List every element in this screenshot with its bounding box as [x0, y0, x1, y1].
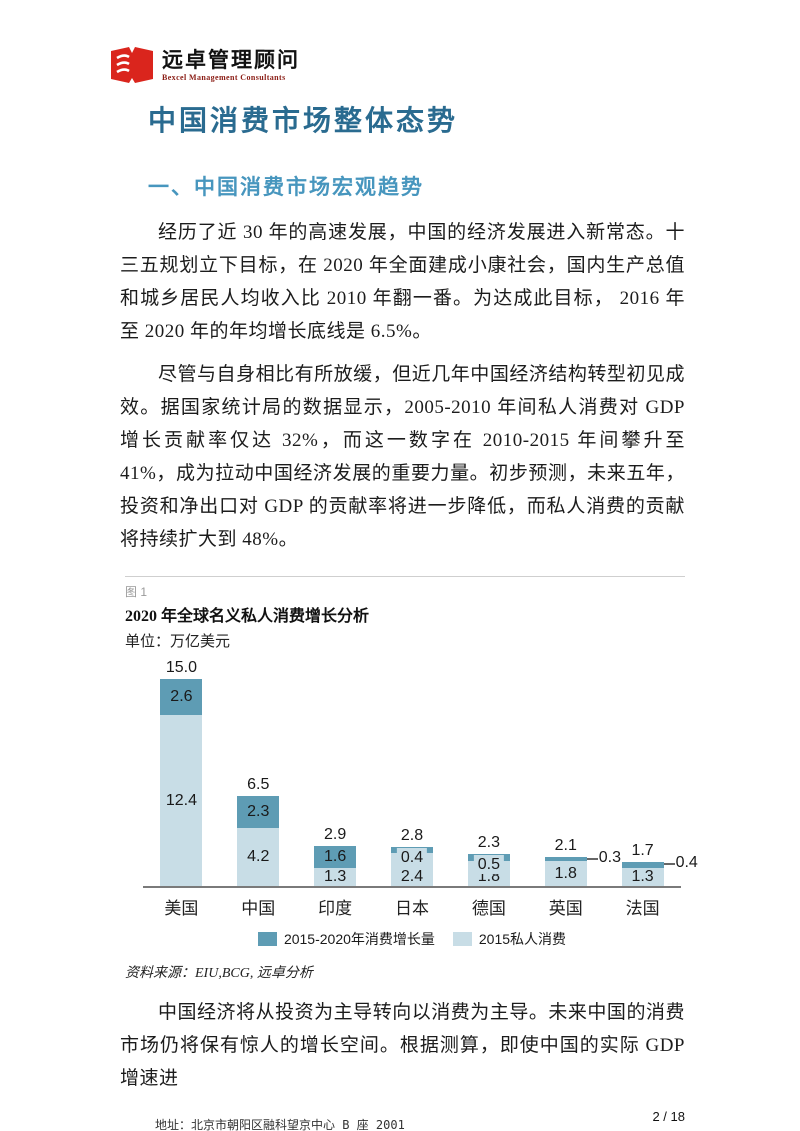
figure-title: 2020 年全球名义私人消费增长分析 — [125, 608, 370, 625]
figure-number-label: 图 1 — [125, 585, 148, 599]
bar-total-label: 6.5 — [247, 776, 270, 793]
growth-value-label: 0.4 — [675, 854, 698, 871]
section-heading: 一、中国消费市场宏观趋势 — [148, 175, 424, 199]
body-text-2: 中国经济将从投资为主导转向以消费为主导。未来中国的消费市场仍将保有惊人的增长空间… — [120, 996, 685, 1095]
growth-segment — [544, 857, 587, 861]
consumption-segment: 12.4 — [160, 715, 203, 886]
label-leader-line — [663, 863, 675, 865]
stacked-bar-chart: 15.0 2.6 12.4 6.5 2.3 4.2 2.9 1.6 1.3 2.8 0.4 2.4 2.… — [125, 659, 698, 949]
growth-segment — [621, 862, 664, 868]
growth-value-label: 0.4 — [396, 848, 428, 867]
consumption-value-label: 2.4 — [400, 868, 424, 885]
consumption-value-label: 1.3 — [631, 868, 654, 885]
growth-value-label: 2.3 — [247, 803, 270, 820]
legend-item-growth: 2015-2020年消费增长量 — [257, 929, 435, 949]
page-footer: 地址：北京市朝阳区融科望京中心 B 座 2001 电话：86-10-628002… — [155, 1109, 685, 1131]
growth-value-label: 0.3 — [598, 849, 621, 866]
stacked-bar: 2.9 1.6 1.3 — [314, 826, 357, 886]
growth-value-label: 2.6 — [170, 688, 193, 705]
consumption-segment: 1.3 — [314, 868, 357, 886]
paragraph-1: 经历了近 30 年的高速发展，中国的经济发展进入新常态。十三五规划立下目标，在 … — [120, 222, 685, 342]
data-source-note: 资料来源：EIU,BCG, 远卓分析 — [125, 966, 313, 981]
consumption-value-label: 4.2 — [247, 848, 270, 865]
brand-text: 远卓管理顾问 Bexcel Management Consultants — [162, 48, 300, 83]
legend-item-consumption: 2015私人消费 — [452, 929, 567, 949]
growth-value-label: 1.6 — [324, 848, 347, 865]
consumption-segment: 1.3 — [621, 868, 664, 886]
bar-total-label: 2.9 — [324, 826, 347, 843]
consumption-value-label: 1.8 — [554, 864, 577, 882]
bar-total-label: 2.1 — [554, 837, 577, 854]
consumption-value-label: 12.4 — [165, 791, 197, 809]
stacked-bar: 1.7 0.4 1.3 — [621, 842, 698, 886]
bar-total-label: 15.0 — [165, 659, 197, 676]
chart-legend: 2015-2020年消费增长量 2015私人消费 — [143, 929, 681, 949]
stacked-bar: 2.3 0.5 1.8 — [467, 834, 510, 886]
bar-category-label: 日本 — [395, 899, 429, 918]
bar-total-label: 2.8 — [400, 827, 424, 844]
bar-category-label: 英国 — [548, 899, 583, 918]
legend-label-growth: 2015-2020年消费增长量 — [283, 931, 435, 947]
bar-column: 15.0 2.6 12.4 — [143, 659, 220, 886]
legend-swatch-growth — [257, 932, 277, 946]
stacked-bar: 2.8 0.4 2.4 — [391, 827, 433, 886]
consumption-segment: 4.2 — [237, 828, 280, 886]
growth-segment: 1.6 — [314, 846, 357, 868]
book-logo-icon — [111, 47, 153, 83]
bar-column: 2.1 0.3 1.8 — [527, 837, 621, 886]
paragraph-2: 尽管与自身相比有所放缓，但近几年中国经济结构转型初见成效。据国家统计局的数据显示… — [120, 364, 685, 550]
bar-total-label: 2.3 — [477, 834, 500, 851]
consumption-segment: 1.8 — [544, 861, 587, 886]
figure-block: 图 1 2020 年全球名义私人消费增长分析 单位：万亿美元 15.0 2.6 12… — [125, 576, 698, 984]
growth-segment: 2.6 — [160, 679, 203, 715]
paragraph-3: 中国经济将从投资为主导转向以消费为主导。未来中国的消费市场仍将保有惊人的增长空间… — [120, 1002, 685, 1089]
page-number: 2 / 18 — [652, 1109, 685, 1124]
body-text: 经历了近 30 年的高速发展，中国的经济发展进入新常态。十三五规划立下目标，在 … — [120, 216, 685, 556]
chart-plot: 15.0 2.6 12.4 6.5 2.3 4.2 2.9 1.6 1.3 2.8 0.4 2.4 2.… — [143, 659, 698, 888]
bar-column: 2.8 0.4 2.4 — [374, 827, 451, 886]
bar-column: 1.7 0.4 1.3 — [604, 842, 698, 886]
bar-column: 6.5 2.3 4.2 — [220, 776, 297, 886]
growth-value-label: 0.5 — [473, 855, 504, 874]
stacked-bar: 6.5 2.3 4.2 — [237, 776, 280, 886]
bar-category-label: 法国 — [625, 899, 660, 918]
bar-column: 2.9 1.6 1.3 — [297, 826, 374, 886]
stacked-bar: 15.0 2.6 12.4 — [160, 659, 203, 886]
page-title: 中国消费市场整体态势 — [148, 106, 459, 137]
bar-category-label: 美国 — [164, 899, 199, 918]
footer-address: 地址：北京市朝阳区融科望京中心 B 座 2001 — [155, 1118, 405, 1131]
consumption-value-label: 1.3 — [324, 868, 347, 885]
company-logo: 远卓管理顾问 Bexcel Management Consultants — [110, 46, 800, 84]
legend-label-consumption: 2015私人消费 — [478, 931, 567, 947]
brand-name-en: Bexcel Management Consultants — [162, 72, 286, 82]
growth-segment: 2.3 — [237, 796, 280, 828]
bar-total-label: 1.7 — [631, 842, 654, 859]
figure-unit-label: 单位：万亿美元 — [125, 634, 231, 650]
legend-swatch-consumption — [452, 932, 472, 946]
bar-category-label: 德国 — [471, 899, 506, 918]
label-leader-line — [586, 858, 598, 860]
stacked-bar: 2.1 0.3 1.8 — [544, 837, 621, 886]
bar-column: 2.3 0.5 1.8 — [450, 834, 527, 886]
bar-category-label: 印度 — [318, 899, 353, 918]
bar-category-label: 中国 — [241, 899, 276, 918]
brand-name-cn: 远卓管理顾问 — [162, 47, 300, 72]
chart-categories: 美国 中国 印度 日本 德国 英国 法国 — [143, 888, 681, 919]
